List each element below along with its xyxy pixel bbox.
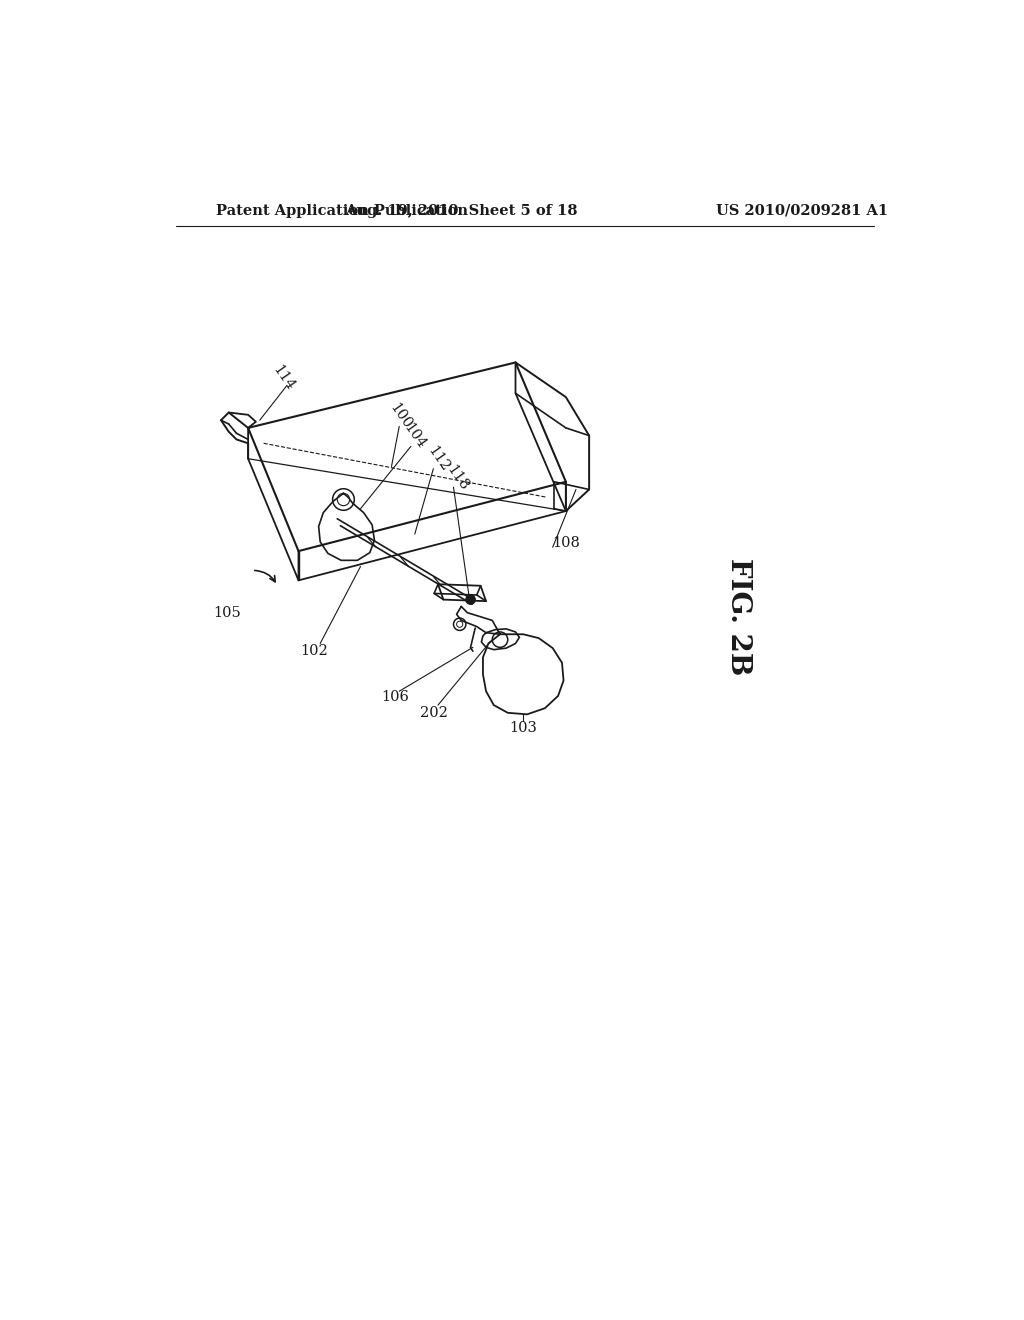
- Circle shape: [466, 595, 475, 605]
- Text: FIG. 2B: FIG. 2B: [725, 558, 752, 675]
- Text: 104: 104: [401, 420, 428, 451]
- Text: 103: 103: [509, 721, 538, 735]
- Text: 202: 202: [420, 706, 449, 719]
- Text: Patent Application Publication: Patent Application Publication: [216, 203, 468, 218]
- Text: 118: 118: [443, 462, 471, 494]
- Text: 108: 108: [553, 536, 581, 550]
- Text: 105: 105: [213, 606, 241, 619]
- Text: US 2010/0209281 A1: US 2010/0209281 A1: [716, 203, 888, 218]
- Text: 114: 114: [269, 363, 297, 393]
- Text: 112: 112: [424, 444, 452, 474]
- Text: 100: 100: [387, 401, 415, 432]
- Text: Aug. 19, 2010  Sheet 5 of 18: Aug. 19, 2010 Sheet 5 of 18: [345, 203, 578, 218]
- Text: 106: 106: [381, 690, 410, 705]
- Text: 102: 102: [300, 644, 328, 659]
